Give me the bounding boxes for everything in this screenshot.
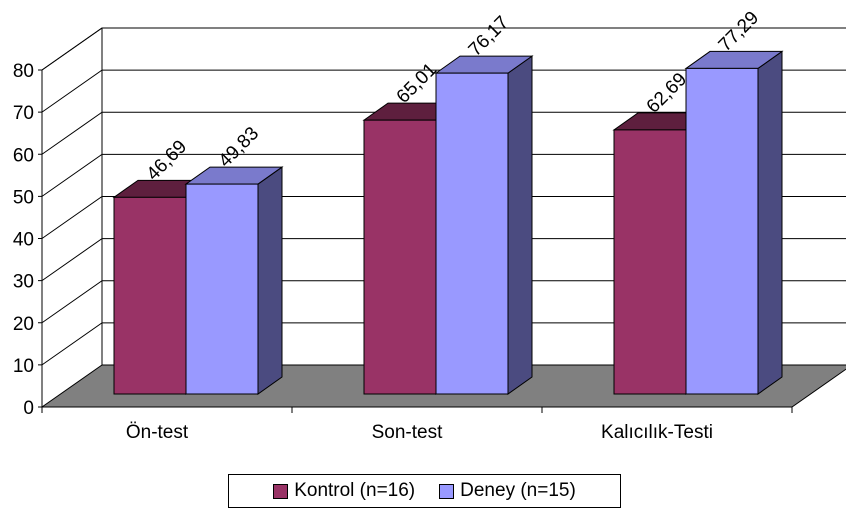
bar-side-deney — [257, 166, 283, 395]
bar-deney — [185, 183, 259, 395]
legend-label-kontrol: Kontrol (n=16) — [294, 480, 416, 501]
legend-swatch-kontrol — [273, 483, 289, 499]
legend: Kontrol (n=16) Deney (n=15) — [228, 474, 621, 508]
bars — [112, 50, 784, 395]
axes — [38, 27, 793, 413]
bar-side-deney — [507, 55, 533, 395]
y-tick-label: 60 — [13, 145, 34, 166]
bar-side-deney — [757, 50, 783, 395]
legend-item-deney: Deney (n=15) — [439, 480, 576, 502]
y-tick-label: 40 — [13, 230, 34, 251]
bar-kontrol — [613, 129, 687, 395]
y-tick-label: 30 — [13, 272, 34, 293]
bar-deney — [685, 67, 759, 395]
y-tick-label: 10 — [13, 356, 34, 377]
legend-swatch-deney — [439, 483, 455, 499]
bar-kontrol — [363, 119, 437, 395]
bar-kontrol — [113, 196, 187, 395]
side-wall-top-edge — [41, 27, 103, 71]
y-tick-label: 50 — [13, 187, 34, 208]
tick-labels: 0 10 20 30 40 50 60 70 80 Ön-test Son-test Kalıcılı… — [13, 61, 713, 443]
legend-item-kontrol: Kontrol (n=16) — [273, 480, 415, 502]
y-tick-label: 80 — [13, 61, 34, 82]
y-tick-label: 70 — [13, 103, 34, 124]
y-tick-label: 0 — [23, 398, 34, 419]
bar-deney — [435, 72, 509, 395]
x-tick-label: Ön-test — [126, 422, 189, 443]
legend-label-deney: Deney (n=15) — [460, 480, 576, 501]
y-tick-label: 20 — [13, 314, 34, 335]
x-tick-label: Kalıcılık-Testi — [601, 422, 713, 443]
x-tick-label: Son-test — [372, 422, 443, 443]
